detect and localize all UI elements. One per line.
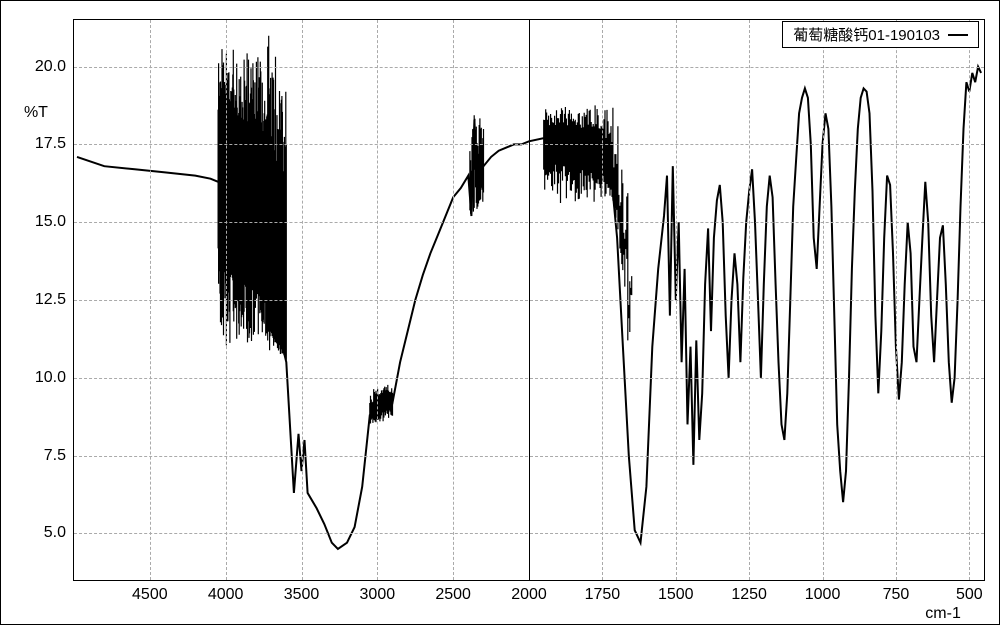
x-tick-label: 1000 [805,580,841,604]
legend: 葡萄糖酸钙01-190103 [782,21,979,48]
x-tick-label: 500 [956,580,983,604]
y-tick-label: 15.0 [35,213,74,231]
grid-line [377,20,378,580]
center-line [529,20,530,580]
grid-line [302,20,303,580]
grid-line [453,20,454,580]
x-tick-label: 750 [883,580,910,604]
grid-line [969,20,970,580]
x-tick-label: 3500 [284,580,320,604]
chart-container: 5.0 7.5 10.0 12.5 15.0 17.5 20.0 4500 4000 3500 30… [0,0,1000,625]
y-tick-label: 5.0 [44,524,74,542]
grid-line [823,20,824,580]
plot-area: 5.07.510.012.515.017.520.045004000350030… [73,19,985,581]
y-tick-label: 12.5 [35,291,74,309]
legend-text: 葡萄糖酸钙01-190103 [793,24,940,45]
x-tick-label: 1250 [731,580,767,604]
y-tick-label: 17.5 [35,135,74,153]
x-tick-label: 4000 [208,580,244,604]
grid-line [749,20,750,580]
y-tick-label: 10.0 [35,369,74,387]
grid-line [226,20,227,580]
legend-swatch [948,34,968,36]
x-tick-label: 2000 [511,580,547,604]
y-tick-label: 7.5 [44,447,74,465]
x-axis-title: cm-1 [925,605,961,623]
x-tick-label: 1750 [585,580,621,604]
x-tick-label: 1500 [658,580,694,604]
y-axis-title: %T [24,104,48,122]
x-tick-label: 3000 [360,580,396,604]
x-tick-label: 4500 [132,580,168,604]
x-tick-label: 2500 [435,580,471,604]
grid-line [896,20,897,580]
y-tick-label: 20.0 [35,58,74,76]
grid-line [602,20,603,580]
grid-line [150,20,151,580]
grid-line [676,20,677,580]
